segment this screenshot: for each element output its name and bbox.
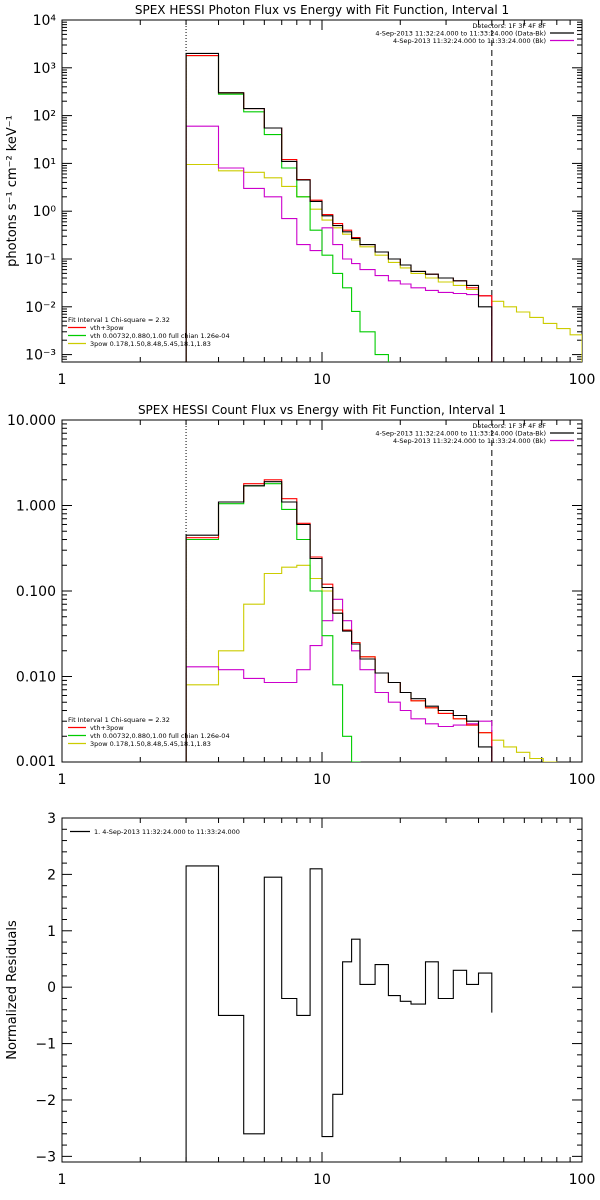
- series-group: [185, 865, 493, 1162]
- y-tick-label: 0: [47, 980, 56, 996]
- x-tick-label: 1: [58, 772, 67, 788]
- legend-top: 1. 4-Sep-2013 11:32:24.000 to 11:33:24.0…: [70, 828, 240, 836]
- series-group: [185, 52, 582, 362]
- y-tick-label: 0.100: [16, 584, 56, 600]
- series-line-vth: [185, 55, 389, 362]
- y-axis: 10⁻³ 10⁻² 10⁻¹ 10⁰ 10¹ 10² 10³ 10⁴: [25, 13, 582, 364]
- series-line-pow: [185, 564, 558, 762]
- y-tick-label: 2: [47, 867, 56, 883]
- legend-fit: Fit Interval 1 Chi-square = 2.32vth+3pow…: [68, 316, 230, 348]
- y-tick-label: −1: [35, 1037, 56, 1053]
- legend-entry-label: vth+3pow: [90, 324, 124, 332]
- fit-legend-header: Fit Interval 1 Chi-square = 2.32: [68, 316, 170, 324]
- chart-panel-3: Normalized Residuals 1 10 100 −3 −2 −1 0 1 2 3 1. 4…: [5, 811, 596, 1188]
- x-tick-label: 100: [569, 1172, 596, 1188]
- plot-frame: [61, 19, 583, 363]
- chart-panel-2: SPEX HESSI Count Flux vs Energy with Fit…: [7, 403, 596, 788]
- y-axis: 0.001 0.010 0.100 1.000 10.000: [7, 413, 582, 770]
- series-line-data: [185, 481, 493, 762]
- x-axis: 1 10 100: [58, 420, 596, 788]
- legend-top: Detectors: 1F 3F 4F 8F4-Sep-2013 11:32:2…: [375, 422, 574, 445]
- y-tick-label: 10¹: [33, 156, 56, 172]
- legend-fit: Fit Interval 1 Chi-square = 2.32vth+3pow…: [68, 716, 230, 748]
- x-tick-label: 10: [313, 772, 331, 788]
- x-tick-label: 1: [58, 372, 67, 388]
- x-tick-label: 10: [313, 372, 331, 388]
- y-tick-label: 0.001: [16, 754, 56, 770]
- legend-header: Detectors: 1F 3F 4F 8F: [472, 422, 546, 430]
- legend-entry-label: 4-Sep-2013 11:32:24.000 to 11:33:24.000 …: [393, 37, 546, 45]
- chart-title: SPEX HESSI Count Flux vs Energy with Fit…: [138, 403, 506, 417]
- legend-entry-label: 4-Sep-2013 11:32:24.000 to 11:33:24.000 …: [375, 30, 546, 38]
- legend-top: Detectors: 1F 3F 4F 8F4-Sep-2013 11:32:2…: [375, 22, 574, 45]
- fit-legend-header: Fit Interval 1 Chi-square = 2.32: [68, 716, 170, 724]
- x-tick-label: 100: [569, 772, 596, 788]
- x-tick-label: 1: [58, 1172, 67, 1188]
- series-line-pow: [185, 163, 582, 362]
- y-tick-label: 10⁴: [33, 13, 57, 29]
- y-axis: −3 −2 −1 0 1 2 3: [35, 811, 582, 1165]
- legend-entry-label: vth+3pow: [90, 724, 124, 732]
- y-tick-label: −3: [35, 1149, 56, 1165]
- y-tick-label: −2: [35, 1093, 56, 1109]
- y-tick-label: 10³: [33, 61, 56, 77]
- y-tick-label: 3: [47, 811, 56, 827]
- legend-entry-label: 4-Sep-2013 11:32:24.000 to 11:33:24.000 …: [393, 437, 546, 445]
- y-tick-label: 10.000: [7, 413, 56, 429]
- legend-entry-label: 4-Sep-2013 11:32:24.000 to 11:33:24.000 …: [375, 430, 546, 438]
- series-line-vth: [185, 483, 361, 762]
- y-tick-label: 0.010: [16, 670, 56, 686]
- legend-entry-label: 3pow 0.178,1.50,8.48,5.45,18.1,1.83: [90, 740, 211, 748]
- y-axis-label: photons s⁻¹ cm⁻² keV⁻¹: [5, 115, 20, 267]
- series-line-fit: [185, 479, 493, 762]
- series-line-background: [185, 125, 493, 362]
- legend-entry-label: 1. 4-Sep-2013 11:32:24.000 to 11:33:24.0…: [94, 828, 240, 836]
- y-tick-label: 10⁻²: [25, 300, 56, 316]
- y-tick-label: 10⁻³: [25, 348, 56, 364]
- series-line-fit: [185, 55, 493, 362]
- y-tick-label: 1.000: [16, 499, 56, 515]
- series-line-background: [185, 598, 493, 762]
- legend-entry-label: vth 0.00732,0.880,1.00 full chian 1.26e-…: [90, 332, 230, 340]
- series-line-data: [185, 52, 493, 362]
- legend-entry-label: vth 0.00732,0.880,1.00 full chian 1.26e-…: [90, 732, 230, 740]
- legend-entry-label: 3pow 0.178,1.50,8.48,5.45,18.1,1.83: [90, 340, 211, 348]
- chart-panel-1: SPEX HESSI Photon Flux vs Energy with Fi…: [5, 3, 596, 388]
- y-tick-label: 1: [47, 924, 56, 940]
- x-tick-label: 10: [313, 1172, 331, 1188]
- y-tick-label: 10²: [33, 109, 56, 125]
- chart-title: SPEX HESSI Photon Flux vs Energy with Fi…: [135, 3, 509, 17]
- legend-header: Detectors: 1F 3F 4F 8F: [472, 22, 546, 30]
- y-tick-label: 10⁻¹: [25, 252, 56, 268]
- x-axis: 1 10 100: [58, 818, 596, 1188]
- y-axis-label: Normalized Residuals: [5, 920, 20, 1060]
- series-line-residuals: [185, 865, 493, 1162]
- x-tick-label: 100: [569, 372, 596, 388]
- series-group: [185, 479, 558, 762]
- y-tick-label: 10⁰: [33, 204, 57, 220]
